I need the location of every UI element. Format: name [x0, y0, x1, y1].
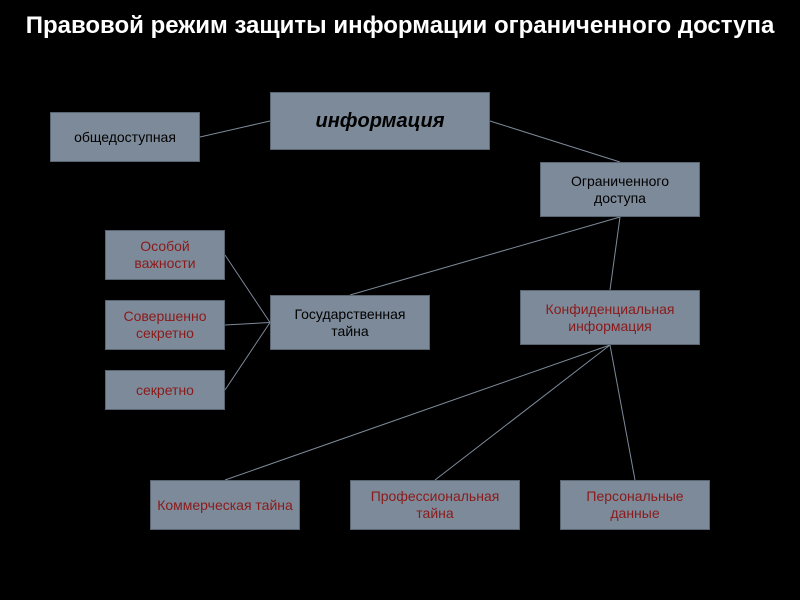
- node-commercial: Коммерческая тайна: [150, 480, 300, 530]
- node-public: общедоступная: [50, 112, 200, 162]
- node-personal: Персональные данные: [560, 480, 710, 530]
- node-statesecret: Государственная тайна: [270, 295, 430, 350]
- node-information: информация: [270, 92, 490, 150]
- page-title: Правовой режим защиты информации огранич…: [0, 12, 800, 40]
- node-special: Особой важности: [105, 230, 225, 280]
- node-topsecret: Совершенно секретно: [105, 300, 225, 350]
- node-confidential: Конфиденциальная информация: [520, 290, 700, 345]
- node-professional: Профессиональная тайна: [350, 480, 520, 530]
- node-restricted: Ограниченного доступа: [540, 162, 700, 217]
- node-secret: секретно: [105, 370, 225, 410]
